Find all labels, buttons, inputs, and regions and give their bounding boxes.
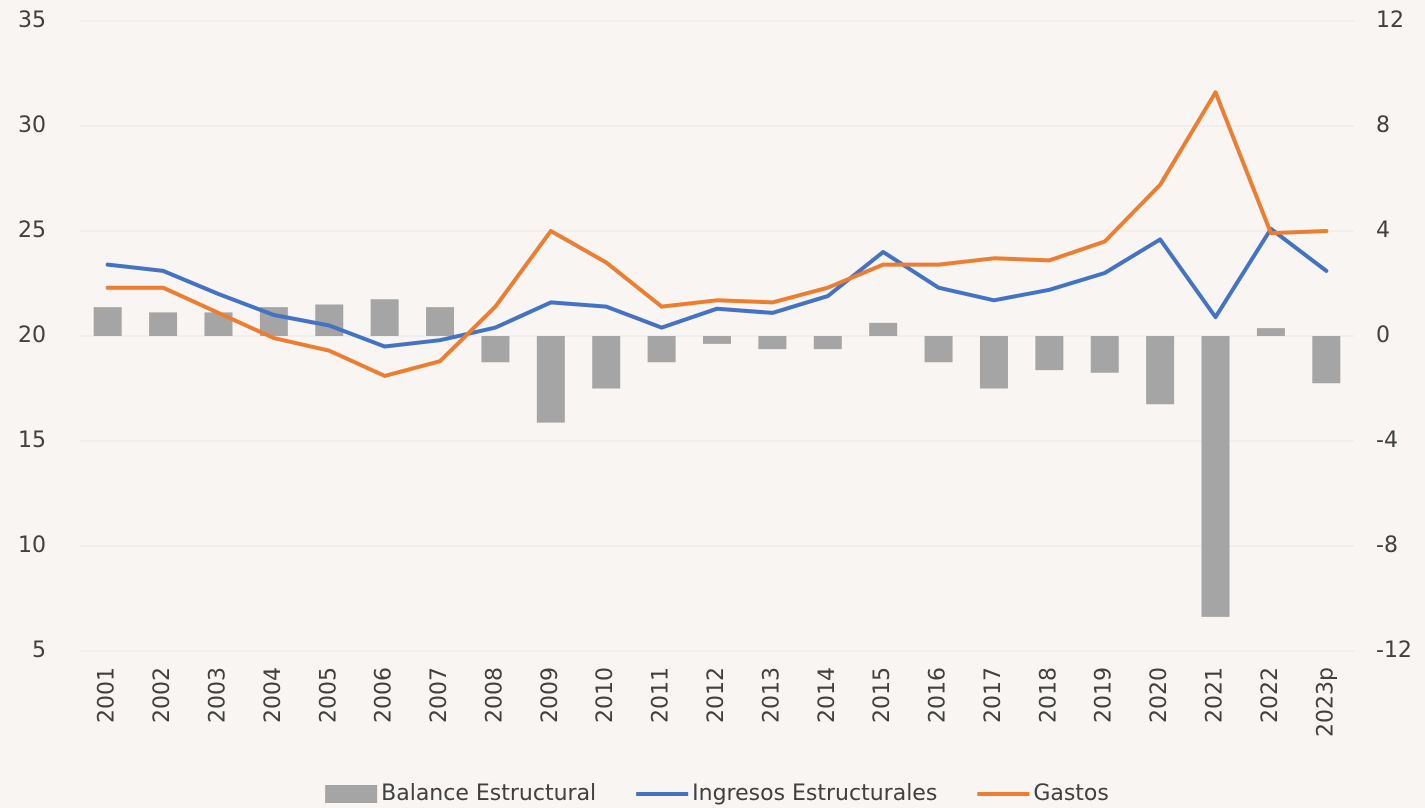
bar bbox=[536, 336, 565, 423]
x-tick-label: 2012 bbox=[704, 667, 729, 723]
x-tick-label: 2005 bbox=[316, 667, 341, 723]
legend-swatch bbox=[325, 785, 378, 803]
x-tick-label: 2019 bbox=[1092, 667, 1117, 723]
x-tick-label: 2007 bbox=[427, 667, 452, 723]
legend-label: Ingresos Estructurales bbox=[692, 781, 937, 806]
bar bbox=[758, 336, 787, 350]
y-tick-label: 35 bbox=[18, 8, 46, 33]
legend: Balance Estructural Ingresos Estructurale… bbox=[325, 781, 1109, 806]
x-tick-label: 2014 bbox=[815, 667, 840, 723]
bar bbox=[1312, 336, 1341, 384]
bar bbox=[149, 312, 178, 336]
y-tick-label: 25 bbox=[18, 218, 46, 243]
bar bbox=[979, 336, 1008, 389]
y2-tick-label: -12 bbox=[1376, 638, 1412, 663]
x-tick-label: 2023p bbox=[1313, 667, 1338, 737]
bar bbox=[93, 307, 122, 336]
y2-tick-label: -8 bbox=[1376, 533, 1398, 558]
y-tick-label: 10 bbox=[18, 533, 46, 558]
bar bbox=[647, 336, 676, 363]
bar bbox=[869, 322, 898, 336]
bar bbox=[813, 336, 842, 350]
x-tick-label: 2009 bbox=[538, 667, 563, 723]
legend-label: Gastos bbox=[1033, 781, 1109, 806]
x-tick-label: 2021 bbox=[1203, 667, 1228, 723]
bar bbox=[1090, 336, 1119, 373]
bar bbox=[1035, 336, 1064, 371]
bar bbox=[426, 307, 455, 336]
bar bbox=[1256, 328, 1285, 336]
y-tick-label: 5 bbox=[32, 638, 46, 663]
x-tick-label: 2004 bbox=[261, 667, 286, 723]
y-tick-label: 30 bbox=[18, 113, 46, 138]
x-tick-label: 2006 bbox=[372, 667, 397, 723]
x-tick-label: 2020 bbox=[1147, 667, 1172, 723]
line-series bbox=[105, 226, 1329, 349]
x-tick-label: 2018 bbox=[1036, 667, 1061, 723]
y2-tick-label: -4 bbox=[1376, 428, 1398, 453]
y2-tick-label: 12 bbox=[1376, 8, 1404, 33]
bar bbox=[924, 336, 953, 363]
line-series bbox=[105, 90, 1329, 378]
x-tick-label: 2013 bbox=[759, 667, 784, 723]
x-tick-label: 2015 bbox=[870, 667, 895, 723]
x-tick-label: 2011 bbox=[649, 667, 674, 723]
y2-tick-label: 0 bbox=[1376, 323, 1390, 348]
x-tick-label: 2008 bbox=[482, 667, 507, 723]
y2-tick-label: 8 bbox=[1376, 113, 1390, 138]
bar bbox=[1146, 336, 1175, 405]
x-tick-label: 2003 bbox=[205, 667, 230, 723]
bar bbox=[370, 299, 399, 336]
y2-tick-label: 4 bbox=[1376, 218, 1390, 243]
x-tick-label: 2022 bbox=[1258, 667, 1283, 723]
x-tick-label: 2002 bbox=[150, 667, 175, 723]
bar bbox=[592, 336, 621, 389]
y-tick-label: 15 bbox=[18, 428, 46, 453]
legend-label: Balance Estructural bbox=[381, 781, 596, 806]
bar bbox=[1201, 336, 1230, 617]
x-tick-label: 2001 bbox=[95, 667, 120, 723]
x-tick-label: 2016 bbox=[926, 667, 951, 723]
y-tick-label: 20 bbox=[18, 323, 46, 348]
bar bbox=[703, 336, 731, 344]
x-tick-label: 2017 bbox=[981, 667, 1006, 723]
x-tick-label: 2010 bbox=[593, 667, 618, 723]
bar bbox=[481, 336, 510, 363]
